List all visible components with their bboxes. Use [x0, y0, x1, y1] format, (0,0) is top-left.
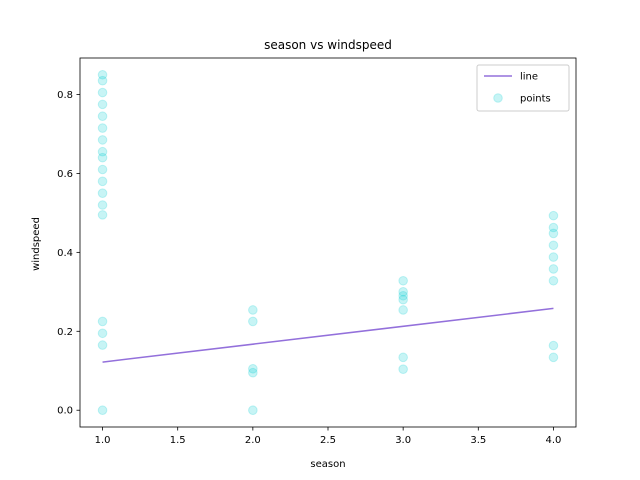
- data-point: [97, 340, 108, 350]
- y-tick-label: 0.0: [57, 406, 73, 417]
- legend-label-line: line: [520, 72, 538, 83]
- data-point: [248, 305, 258, 315]
- y-tick-label: 0.2: [57, 327, 73, 338]
- data-point: [97, 99, 108, 110]
- legend-points-swatch: [493, 93, 503, 103]
- data-point: [548, 340, 559, 351]
- data-point: [398, 352, 408, 363]
- legend: line points: [476, 64, 570, 112]
- y-tick-label: 0.4: [57, 248, 73, 259]
- data-point: [398, 287, 408, 297]
- data-point: [398, 364, 408, 374]
- data-point: [97, 152, 108, 163]
- data-point: [548, 352, 559, 363]
- data-point: [398, 294, 408, 305]
- data-point: [97, 328, 108, 339]
- data-point: [97, 123, 108, 133]
- y-tick-label: 0.8: [57, 90, 73, 101]
- data-point: [97, 164, 108, 175]
- x-tick-label: 4.0: [546, 435, 562, 446]
- y-tick-label: 0.6: [57, 169, 73, 180]
- data-point: [97, 87, 108, 98]
- data-point: [548, 264, 559, 274]
- data-point: [97, 176, 108, 187]
- data-point: [398, 305, 408, 315]
- data-point: [548, 275, 559, 286]
- data-point: [97, 69, 108, 80]
- data-point: [97, 200, 108, 210]
- x-axis: 1.0 1.5 2.0 2.5 3.0 3.5 4.0: [95, 427, 562, 446]
- data-point: [248, 316, 258, 327]
- data-point: [248, 367, 258, 378]
- plot-area: [79, 57, 577, 428]
- data-point: [248, 363, 258, 374]
- x-tick-label: 3.5: [470, 435, 486, 446]
- data-point: [548, 210, 559, 221]
- data-point: [97, 210, 108, 220]
- data-point: [97, 146, 108, 157]
- data-point: [398, 290, 408, 301]
- data-point: [97, 188, 108, 198]
- data-point: [548, 240, 559, 251]
- data-point: [97, 75, 108, 86]
- y-axis: 0.0 0.2 0.4 0.6 0.8: [57, 90, 80, 417]
- data-point: [398, 275, 408, 286]
- series-line: [102, 307, 554, 363]
- data-point: [248, 405, 258, 416]
- data-point: [97, 111, 108, 122]
- data-point: [548, 252, 559, 262]
- data-point: [97, 316, 108, 327]
- data-point: [97, 405, 108, 416]
- legend-label-points: points: [520, 94, 551, 105]
- x-tick-label: 1.5: [170, 435, 186, 446]
- x-tick-label: 2.0: [245, 435, 261, 446]
- x-tick-label: 1.0: [95, 435, 111, 446]
- data-point: [97, 135, 108, 145]
- chart-title: season vs windspeed: [264, 38, 392, 52]
- data-point: [548, 228, 559, 239]
- y-axis-label: windspeed: [31, 217, 42, 271]
- x-tick-label: 3.0: [395, 435, 411, 446]
- x-axis-label: season: [310, 459, 345, 470]
- x-tick-label: 2.5: [320, 435, 336, 446]
- data-point: [548, 222, 559, 233]
